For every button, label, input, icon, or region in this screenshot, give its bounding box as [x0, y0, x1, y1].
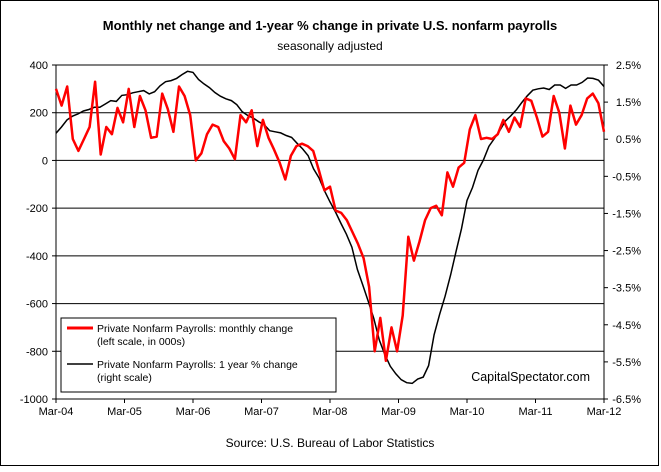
x-tick-label: Mar-12	[587, 406, 622, 418]
x-tick-label: Mar-11	[518, 406, 552, 418]
legend-label-monthly: Private Nonfarm Payrolls: monthly change	[97, 323, 293, 335]
x-tick-label: Mar-06	[176, 406, 211, 418]
chart-title: Monthly net change and 1-year % change i…	[103, 18, 557, 33]
right-tick-label: -4.5%	[612, 320, 641, 332]
left-tick-label: -800	[26, 346, 48, 358]
legend-label-monthly-note: (left scale, in 000s)	[97, 336, 185, 348]
right-tick-label: -6.5%	[612, 394, 641, 406]
watermark: CapitalSpectator.com	[471, 370, 590, 384]
x-tick-label: Mar-09	[381, 406, 416, 418]
gridlines	[56, 112, 604, 352]
right-tick-label: -3.5%	[612, 283, 641, 295]
x-axis-ticks: Mar-04 Mar-05 Mar-06 Mar-07 Mar-08 Mar-09 Mar-…	[39, 399, 622, 418]
right-tick-label: -2.5%	[612, 246, 641, 258]
right-tick-label: -1.5%	[612, 208, 641, 220]
legend: Private Nonfarm Payrolls: monthly change…	[60, 317, 337, 393]
legend-label-yearly: Private Nonfarm Payrolls: 1 year % chang…	[97, 359, 298, 371]
x-tick-label: Mar-10	[450, 406, 485, 418]
left-tick-label: -1000	[20, 394, 48, 406]
chart-subtitle: seasonally adjusted	[277, 39, 382, 53]
left-tick-label: 0	[42, 155, 48, 167]
right-tick-label: 1.5%	[616, 97, 641, 109]
source-note: Source: U.S. Bureau of Labor Statistics	[226, 436, 435, 450]
right-tick-label: 2.5%	[616, 60, 641, 72]
right-axis-ticks: 2.5% 1.5% 0.5% -0.5% -1.5% -2.5% -3.5% -4.5% -5.…	[604, 60, 641, 406]
x-tick-label: Mar-08	[313, 406, 348, 418]
right-tick-label: 0.5%	[616, 134, 641, 146]
left-tick-label: -200	[26, 203, 48, 215]
x-tick-label: Mar-05	[107, 406, 142, 418]
left-axis-ticks: 400 200 0 -200 -400 -600 -800 -1000	[20, 60, 56, 406]
series-line-yearly-pct-change	[55, 70, 605, 385]
left-tick-label: 200	[30, 108, 48, 120]
x-tick-label: Mar-07	[244, 406, 279, 418]
left-tick-label: 400	[30, 60, 48, 72]
legend-box	[60, 317, 337, 393]
left-tick-label: -600	[26, 299, 48, 311]
series-line-monthly-change	[54, 80, 606, 363]
x-tick-label: Mar-04	[39, 406, 74, 418]
left-tick-label: -400	[26, 251, 48, 263]
legend-label-yearly-note: (right scale)	[97, 372, 152, 384]
right-tick-label: -0.5%	[612, 171, 641, 183]
right-tick-label: -5.5%	[612, 357, 641, 369]
